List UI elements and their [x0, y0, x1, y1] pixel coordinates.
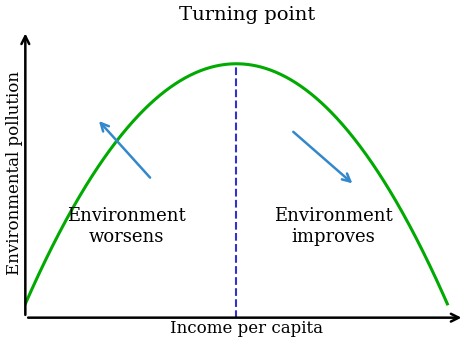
- Text: Environment
improves: Environment improves: [274, 207, 393, 246]
- Text: Environment
worsens: Environment worsens: [67, 207, 186, 246]
- Title: Turning point: Turning point: [179, 5, 315, 24]
- X-axis label: Income per capita: Income per capita: [170, 320, 323, 338]
- Y-axis label: Environmental pollution: Environmental pollution: [6, 71, 23, 275]
